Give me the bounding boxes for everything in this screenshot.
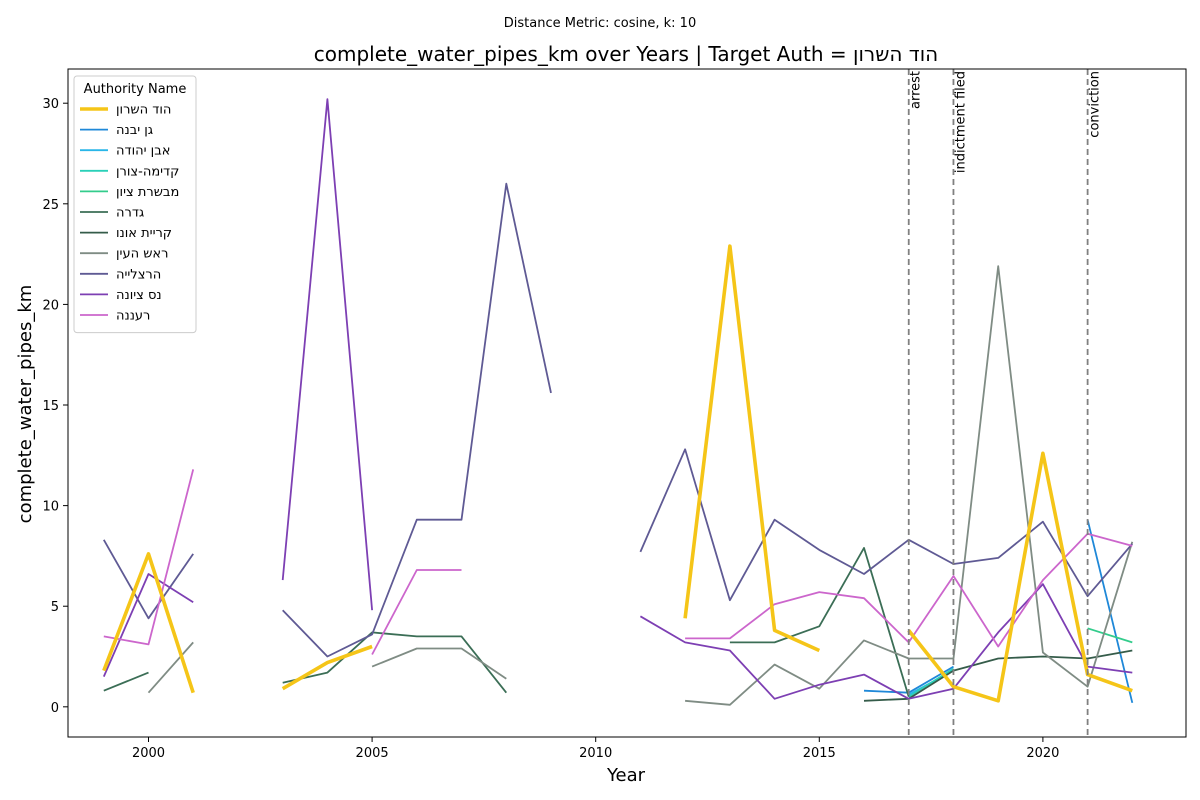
y-axis-label: complete_water_pipes_km	[15, 285, 36, 524]
series-line	[908, 667, 954, 698]
x-tick-label: 2010	[579, 746, 612, 761]
plot-frame	[67, 68, 1187, 738]
legend-label: קריית אונו	[116, 226, 172, 241]
x-tick-label: 2015	[803, 746, 836, 761]
x-tick-label: 2005	[356, 746, 389, 761]
legend-label: נס ציונה	[116, 288, 162, 303]
series-line	[103, 539, 194, 620]
series-line	[371, 569, 462, 655]
series-line	[639, 583, 1133, 700]
y-tick-label: 5	[51, 600, 59, 615]
series-line	[729, 547, 910, 698]
y-tick-label: 25	[42, 198, 59, 213]
plot-area: arrest indictment filed conviction	[67, 68, 1187, 738]
series-line	[102, 552, 195, 694]
series-line	[282, 631, 508, 694]
legend-label: רעננה	[116, 309, 150, 324]
legend: Authority Name הוד השרון גן יבנה אבן יהודה ק…	[73, 75, 197, 334]
legend-title: Authority Name	[84, 82, 187, 97]
x-tick-label: 2020	[1026, 746, 1059, 761]
y-tick-label: 20	[42, 298, 59, 313]
series-line	[907, 451, 1133, 703]
y-tick-label: 0	[51, 701, 59, 716]
chart-title: complete_water_pipes_km over Years | Tar…	[314, 42, 938, 66]
event-label: conviction	[1088, 71, 1103, 138]
series-line	[147, 641, 194, 694]
series-line	[683, 244, 821, 653]
series-line	[281, 98, 373, 611]
x-axis-label: Year	[606, 765, 646, 786]
legend-label: גדרה	[116, 206, 144, 221]
y-tick-label: 10	[42, 500, 59, 515]
legend-label: קדימה-צורן	[116, 164, 179, 179]
legend-label: מבשרת ציון	[116, 185, 179, 200]
series-line	[102, 573, 194, 677]
series-line	[639, 448, 1133, 602]
legend-box	[73, 75, 197, 334]
legend-label: אבן יהודה	[116, 144, 170, 159]
legend-label: הרצלייה	[116, 267, 161, 282]
chart-suptitle: Distance Metric: cosine, k: 10	[504, 16, 696, 31]
y-axis: 0 5 10 15 20 25 30	[42, 97, 68, 716]
series-line	[103, 469, 195, 646]
series-line	[282, 182, 552, 658]
plot-background	[68, 69, 1186, 737]
x-axis: 2000 2005 2010 2015 2020	[132, 737, 1059, 761]
event-label: arrest	[909, 71, 924, 109]
series-line	[371, 647, 507, 680]
legend-label: גן יבנה	[116, 123, 153, 138]
series-line	[1087, 627, 1133, 644]
series-line	[685, 265, 1134, 706]
legend-label: הוד השרון	[116, 103, 171, 118]
y-tick-label: 30	[42, 97, 59, 112]
series-line	[281, 644, 373, 691]
event-label: indictment filed	[953, 71, 968, 173]
x-tick-label: 2000	[132, 746, 165, 761]
y-tick-label: 15	[42, 399, 59, 414]
series-line	[103, 671, 149, 692]
legend-label: ראש העין	[116, 247, 168, 262]
